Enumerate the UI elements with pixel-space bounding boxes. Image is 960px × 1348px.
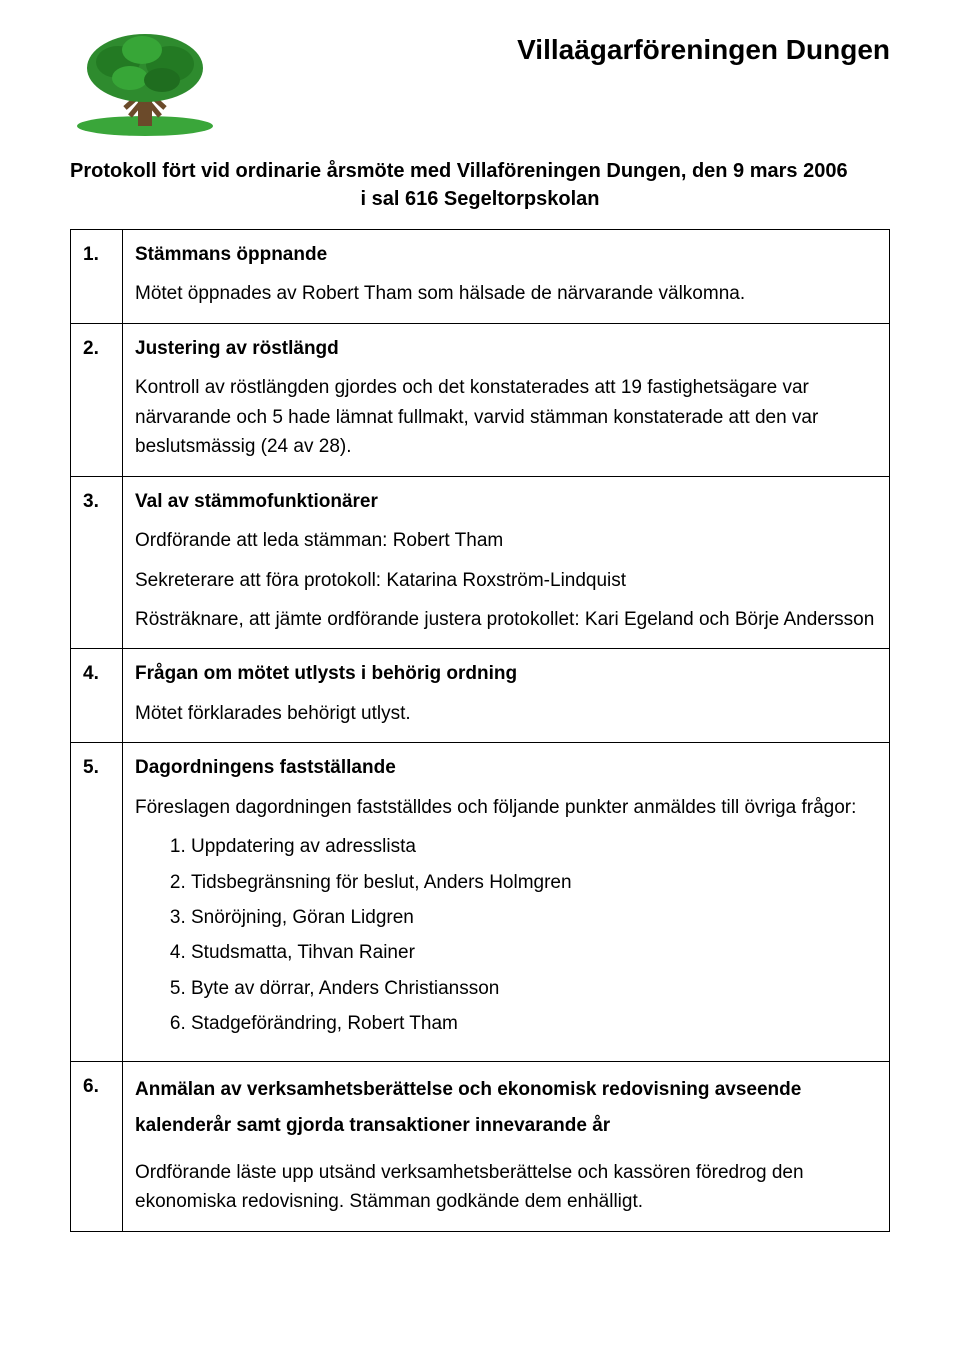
item-cell: Anmälan av verksamhetsberättelse och eko… <box>123 1061 890 1231</box>
sublist-item: Byte av dörrar, Anders Christiansson <box>191 974 877 1003</box>
page-subtitle-line1: Protokoll fört vid ordinarie årsmöte med… <box>70 156 890 186</box>
item-number: 2. <box>71 323 123 476</box>
table-row: 2. Justering av röstlängd Kontroll av rö… <box>71 323 890 476</box>
item-intro: Föreslagen dagordningen fastställdes och… <box>135 793 877 822</box>
item-number: 5. <box>71 743 123 1062</box>
item-cell: Stämmans öppnande Mötet öppnades av Robe… <box>123 230 890 324</box>
page-subtitle-line2: i sal 616 Segeltorpskolan <box>70 188 890 211</box>
item-title: Frågan om mötet utlysts i behörig ordnin… <box>135 659 877 688</box>
item-line: Sekreterare att föra protokoll: Katarina… <box>135 566 877 595</box>
item-number: 3. <box>71 476 123 649</box>
item-title-block: Anmälan av verksamhetsberättelse och eko… <box>135 1072 877 1144</box>
item-cell: Val av stämmofunktionärer Ordförande att… <box>123 476 890 649</box>
table-row: 1. Stämmans öppnande Mötet öppnades av R… <box>71 230 890 324</box>
sublist-item: Tidsbegränsning för beslut, Anders Holmg… <box>191 868 877 897</box>
sublist-item: Stadgeförändring, Robert Tham <box>191 1009 877 1038</box>
document-page: Villaägarföreningen Dungen Protokoll för… <box>0 0 960 1272</box>
item-body: Mötet öppnades av Robert Tham som hälsad… <box>135 279 877 308</box>
item-title-line2: kalenderår samt gjorda transaktioner inn… <box>135 1115 610 1136</box>
item-title: Justering av röstlängd <box>135 334 877 363</box>
table-row: 5. Dagordningens fastställande Föreslage… <box>71 743 890 1062</box>
item-title: Dagordningens fastställande <box>135 753 877 782</box>
sublist-item: Snöröjning, Göran Lidgren <box>191 903 877 932</box>
item-title: Stämmans öppnande <box>135 240 877 269</box>
item-body: Kontroll av röstlängden gjordes och det … <box>135 373 877 461</box>
item-title: Val av stämmofunktionärer <box>135 487 877 516</box>
sublist-item: Studsmatta, Tihvan Rainer <box>191 938 877 967</box>
item-line: Rösträknare, att jämte ordförande juster… <box>135 605 877 634</box>
item-cell: Justering av röstlängd Kontroll av röstl… <box>123 323 890 476</box>
table-row: 6. Anmälan av verksamhetsberättelse och … <box>71 1061 890 1231</box>
table-row: 3. Val av stämmofunktionärer Ordförande … <box>71 476 890 649</box>
header-row: Villaägarföreningen Dungen <box>70 28 890 138</box>
tree-logo <box>70 28 230 138</box>
item-number: 6. <box>71 1061 123 1231</box>
item-line: Ordförande att leda stämman: Robert Tham <box>135 526 877 555</box>
protocol-table: 1. Stämmans öppnande Mötet öppnades av R… <box>70 229 890 1232</box>
item-number: 4. <box>71 649 123 743</box>
item-number: 1. <box>71 230 123 324</box>
item-title-line1: Anmälan av verksamhetsberättelse och eko… <box>135 1079 801 1100</box>
item-body: Ordförande läste upp utsänd verksamhetsb… <box>135 1158 877 1217</box>
item-body: Mötet förklarades behörigt utlyst. <box>135 699 877 728</box>
table-row: 4. Frågan om mötet utlysts i behörig ord… <box>71 649 890 743</box>
org-title: Villaägarföreningen Dungen <box>517 34 890 66</box>
item-cell: Dagordningens fastställande Föreslagen d… <box>123 743 890 1062</box>
sublist: Uppdatering av adresslista Tidsbegränsni… <box>135 832 877 1039</box>
sublist-item: Uppdatering av adresslista <box>191 832 877 861</box>
item-cell: Frågan om mötet utlysts i behörig ordnin… <box>123 649 890 743</box>
